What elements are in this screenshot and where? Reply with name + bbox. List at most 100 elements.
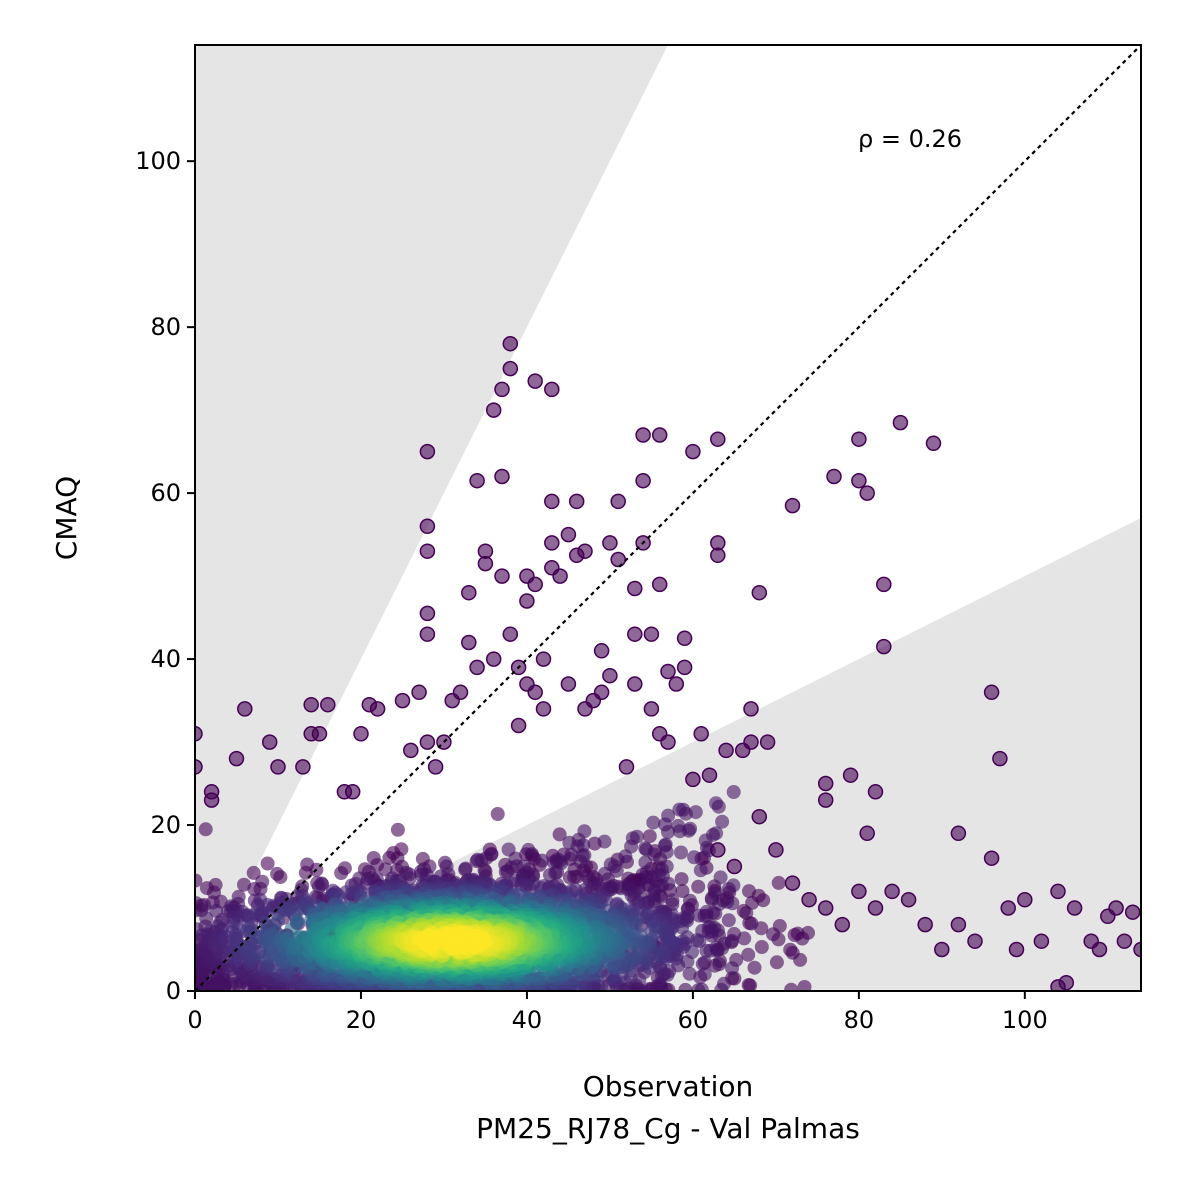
scatter-point <box>470 852 485 867</box>
scatter-point <box>419 443 436 460</box>
scatter-point <box>687 850 702 865</box>
scatter-point <box>756 893 771 908</box>
scatter-point <box>743 701 759 717</box>
scatter-point <box>485 651 502 667</box>
scatter-point <box>925 435 942 452</box>
scatter-point <box>1033 933 1050 949</box>
scatter-point <box>320 696 336 713</box>
scatter-point <box>720 894 735 909</box>
scatter-point <box>784 875 801 891</box>
scatter-point <box>646 815 661 830</box>
scatter-point <box>826 468 842 485</box>
scatter-point <box>643 701 660 717</box>
scatter-point <box>751 584 768 601</box>
scatter-point <box>273 870 288 885</box>
scatter-point <box>783 942 798 957</box>
scatter-point <box>710 842 726 858</box>
scatter-point <box>552 827 567 842</box>
scatter-point <box>691 983 706 991</box>
scatter-point <box>876 638 892 655</box>
scatter-point <box>992 750 1008 767</box>
scatter-point <box>295 759 311 775</box>
scatter-point <box>256 905 271 920</box>
scatter-point <box>552 568 568 584</box>
scatter-point <box>676 630 693 647</box>
y-axis: 0 20 40 60 80 100 <box>135 147 195 1005</box>
x-tick-label: 20 <box>346 1006 377 1034</box>
scatter-point <box>671 818 686 833</box>
scatter-point <box>721 913 736 928</box>
scatter-point <box>842 767 859 783</box>
scatter-point <box>695 956 710 971</box>
scatter-point <box>1124 904 1141 920</box>
scatter-point <box>1091 941 1108 958</box>
scatter-point <box>1108 900 1124 916</box>
scatter-point <box>713 870 728 885</box>
scatter-point <box>1116 933 1133 949</box>
scatter-point <box>527 576 543 593</box>
scatter-point <box>369 701 386 717</box>
scatter-point <box>419 543 436 559</box>
scatter-point <box>353 726 369 742</box>
scatter-point <box>270 759 286 775</box>
scatter-point <box>607 859 622 874</box>
scatter-point <box>610 551 626 568</box>
scatter-point <box>642 829 657 844</box>
scatter-point <box>625 831 640 846</box>
scatter-point <box>751 808 768 825</box>
scatter-point <box>390 822 405 837</box>
scatter-point <box>658 837 673 852</box>
scatter-point <box>1050 883 1066 900</box>
scatter-point <box>610 493 626 510</box>
scatter-point <box>544 381 560 398</box>
scatter-point <box>461 634 477 651</box>
scatter-point <box>817 900 834 916</box>
scatter-point <box>527 373 543 389</box>
scatter-point <box>618 759 635 775</box>
scatter-point <box>759 734 776 750</box>
x-axis: 0 20 40 60 80 100 <box>187 991 1048 1034</box>
scatter-point <box>311 879 326 894</box>
scatter-point <box>516 859 531 874</box>
scatter-point <box>678 982 693 991</box>
scatter-point <box>876 576 892 593</box>
correlation-annotation: ρ = 0.26 <box>858 125 962 153</box>
scatter-point <box>693 726 709 742</box>
scatter-point <box>593 643 610 659</box>
scatter-point <box>195 759 203 775</box>
scatter-point <box>715 814 730 829</box>
scatter-point <box>564 847 579 862</box>
scatter-point <box>654 862 669 877</box>
scatter-point <box>917 916 933 933</box>
x-tick-label: 0 <box>187 1006 202 1034</box>
scatter-point <box>768 842 784 858</box>
scatter-point <box>544 493 560 510</box>
scatter-point <box>685 771 701 788</box>
y-axis-title: CMAQ <box>50 476 83 560</box>
scatter-point <box>701 767 718 783</box>
scatter-point <box>210 971 225 986</box>
y-tick-label: 80 <box>150 313 181 341</box>
scatter-point <box>427 759 444 775</box>
scatter-point <box>784 497 801 514</box>
scatter-point <box>568 493 585 510</box>
scatter-point <box>892 414 909 431</box>
scatter-point <box>271 913 285 928</box>
scatter-point <box>411 684 427 701</box>
scatter-point <box>502 626 519 642</box>
scatter-point <box>769 955 784 970</box>
scatter-point <box>983 684 1000 701</box>
scatter-point <box>260 856 275 871</box>
scatter-point <box>211 982 226 991</box>
scatter-point <box>237 701 253 717</box>
scatter-point <box>618 849 633 864</box>
scatter-point <box>593 684 610 701</box>
scatter-point <box>747 960 762 975</box>
scatter-point <box>743 734 759 750</box>
scatter-point <box>560 676 577 692</box>
scatter-point <box>787 928 802 942</box>
scatter-point <box>859 825 875 842</box>
scatter-point <box>660 663 676 680</box>
scatter-point <box>203 784 220 800</box>
